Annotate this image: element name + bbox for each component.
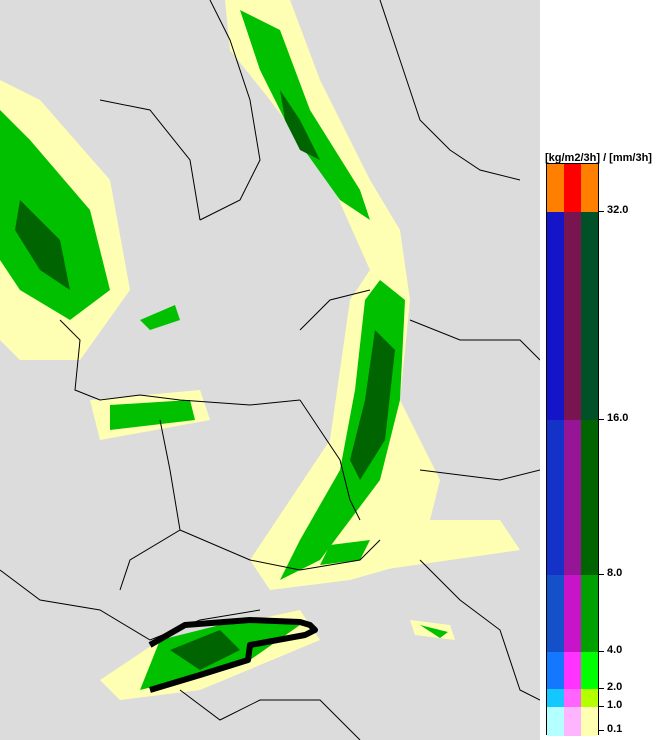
legend-tick [599, 730, 604, 731]
legend-band-swatch [581, 707, 598, 736]
legend-unit-label: [kg/m2/3h] / [mm/3h] [545, 152, 652, 164]
legend-tick-label: 4.0 [607, 644, 623, 656]
legend-band-swatch [547, 689, 564, 707]
legend-band-swatch [564, 652, 581, 689]
legend-tick [599, 211, 604, 212]
legend-tick [599, 574, 604, 575]
color-legend [546, 163, 599, 736]
legend-band-swatch [564, 689, 581, 707]
legend-band-swatch [547, 164, 564, 212]
legend-band-swatch [547, 575, 564, 652]
legend-band-swatch [581, 164, 598, 212]
legend-band-swatch [564, 212, 581, 420]
highlight-contour [148, 617, 318, 693]
legend-tick-label: 1.0 [607, 699, 623, 711]
legend-tick [599, 706, 604, 707]
legend-tick-label: 16.0 [607, 412, 629, 424]
legend-band-swatch [564, 420, 581, 575]
legend-band-swatch [564, 164, 581, 212]
legend-tick-label: 2.0 [607, 681, 623, 693]
legend-band-swatch [547, 212, 564, 420]
legend-band-swatch [581, 420, 598, 575]
precipitation-map [0, 0, 540, 740]
country-borders [0, 0, 540, 740]
legend-tick [599, 651, 604, 652]
legend-tick-label: 0.1 [607, 723, 623, 735]
legend-tick [599, 688, 604, 689]
legend-band-swatch [547, 707, 564, 736]
legend-band-swatch [581, 652, 598, 689]
legend-tick-label: 8.0 [607, 567, 623, 579]
legend-band-swatch [564, 707, 581, 736]
legend-band-swatch [564, 575, 581, 652]
legend-band-swatch [581, 689, 598, 707]
legend-band-swatch [547, 652, 564, 689]
legend-tick [599, 419, 604, 420]
legend-band-swatch [581, 212, 598, 420]
legend-band-swatch [581, 575, 598, 652]
legend-band-swatch [547, 420, 564, 575]
legend-tick-label: 32.0 [607, 204, 629, 216]
precipitation-heavy [15, 90, 395, 670]
